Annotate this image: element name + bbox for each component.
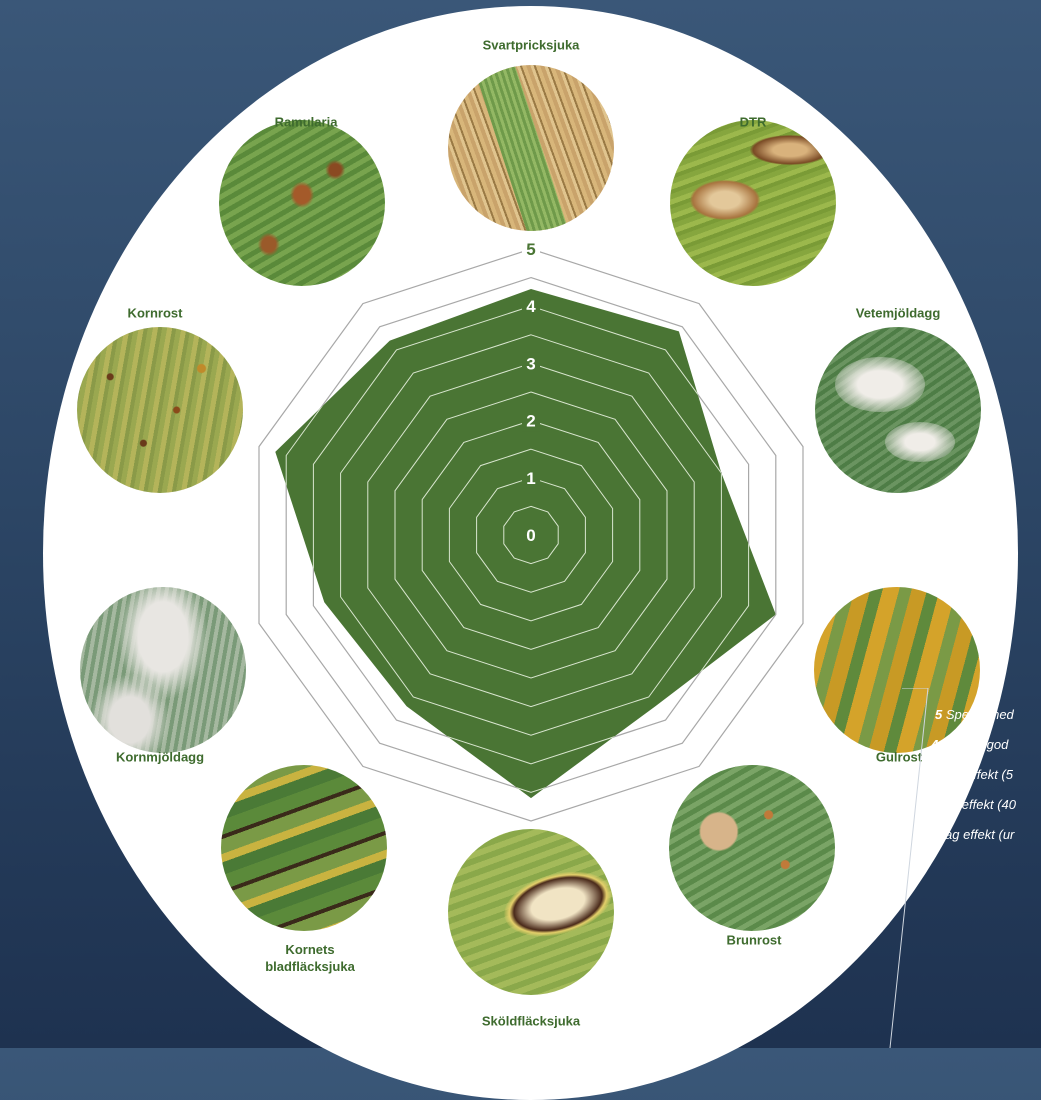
thumb-skoldflacksjuka [448, 829, 614, 995]
tick-label-bg [522, 466, 540, 489]
tick-label-bg [522, 238, 540, 260]
label-brunrost: Brunrost [726, 932, 782, 948]
legend-item: 2 Viss effekt (40 [923, 797, 1016, 812]
thumb-kornmjoldagg [80, 587, 246, 753]
label-vetemjoldagg: Vetemjöldagg [855, 305, 941, 321]
tick-label: 0 [526, 526, 535, 545]
thumb-svartpricksjuka [448, 65, 614, 231]
legend: 5 Specialmed 4 Mycket god 3 God effekt (… [880, 688, 1041, 1048]
tick-label: 5 [526, 240, 535, 259]
grid-ring-inner [503, 505, 559, 565]
tick-label-bg [522, 295, 540, 318]
label-line: bladfläcksjuka [265, 959, 355, 974]
tick-label: 2 [526, 412, 535, 431]
thumb-kornrost [77, 327, 243, 493]
tick-label-bg [522, 409, 540, 432]
label-svartpricksjuka: Svartpricksjuka [482, 37, 580, 53]
grid-ring-inner [367, 362, 695, 708]
label-line: Kornets [285, 942, 335, 957]
tick-label-bg [522, 524, 540, 546]
grid-ring [258, 248, 804, 822]
legend-item: 4 Mycket god [931, 737, 1009, 752]
label-kornmjoldagg: Kornmjöldagg [115, 749, 205, 765]
label-ramularia: Ramularia [274, 114, 338, 130]
thumb-gulrost [814, 587, 980, 753]
tick-label: 1 [526, 469, 535, 488]
thumb-ramularia [219, 120, 385, 286]
label-gulrost: Gulrost [875, 749, 923, 765]
label-skoldflacksjuka: Sköldfläcksjuka [481, 1013, 581, 1029]
legend-item: 3 God effekt (5 [927, 767, 1013, 782]
tick-label-bg [522, 352, 540, 375]
radar-chart: 0 1 2 3 4 5 [258, 238, 804, 822]
grid-ring-inner [476, 477, 586, 593]
tick-label: 3 [526, 354, 535, 373]
thumb-dtr [670, 120, 836, 286]
label-dtr: DTR [739, 114, 767, 130]
thumb-brunrost [669, 765, 835, 931]
legend-item: 5 Specialmed [935, 707, 1014, 722]
grid-ring-inner [340, 334, 722, 736]
legend-item: 1 Svag effekt (ur [919, 827, 1015, 842]
grid-ring-inner [421, 420, 641, 650]
label-kornets-bladflacksjuka: Kornets bladfläcksjuka [265, 941, 355, 975]
thumb-kornets-bladflacksjuka [221, 765, 387, 931]
thumb-vetemjoldagg [815, 327, 981, 493]
tick-label: 4 [526, 297, 536, 316]
grid-ring-inner [394, 391, 668, 679]
label-kornrost: Kornrost [127, 305, 183, 321]
radar-tick-labels: 0 1 2 3 4 5 [522, 238, 540, 546]
grid-ring-inner [448, 448, 614, 622]
